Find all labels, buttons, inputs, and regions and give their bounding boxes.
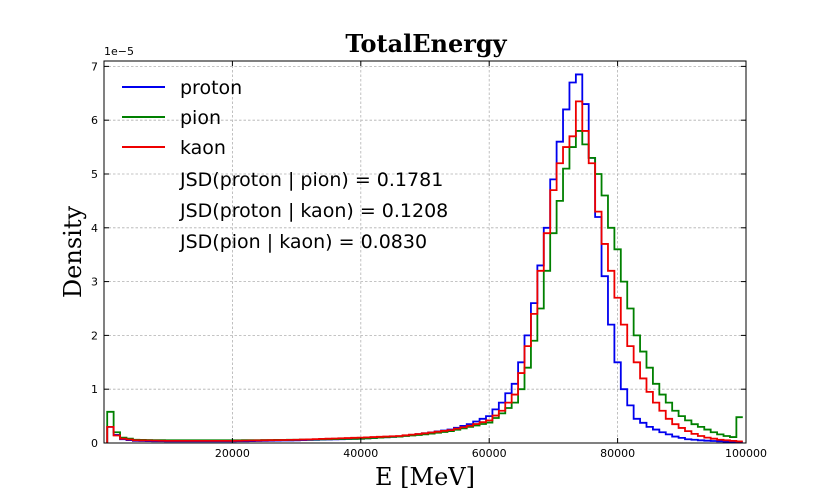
legend: proton pion kaon — [122, 77, 242, 159]
legend-label-pion: pion — [180, 107, 221, 129]
grid-lines — [104, 61, 747, 443]
y-tick-label: 2 — [91, 329, 98, 342]
jsd-annotation: JSD(proton | kaon) = 0.1208 — [179, 200, 448, 222]
series-group — [106, 73, 743, 443]
axis-ticks — [104, 61, 747, 444]
y-tick-label: 7 — [91, 60, 98, 73]
legend-label-proton: proton — [180, 77, 242, 99]
series-kaon-line — [106, 100, 743, 443]
y-tick-label: 0 — [91, 437, 98, 450]
x-tick-label: 20000 — [215, 447, 250, 460]
y-axis-label: Density — [59, 206, 87, 299]
y-tick-label: 1 — [91, 383, 98, 396]
plot-frame — [103, 60, 747, 444]
legend-label-kaon: kaon — [180, 137, 226, 159]
x-tick-label: 80000 — [600, 447, 635, 460]
y-tick-label: 6 — [91, 114, 98, 127]
jsd-annotation: JSD(pion | kaon) = 0.0830 — [179, 231, 427, 253]
y-tick-label: 4 — [91, 222, 98, 235]
y-tick-label: 3 — [91, 276, 98, 289]
tick-labels: 20000 40000 60000 80000 100000 0 1 2 3 4 5 6 7 — [91, 60, 767, 460]
y-tick-label: 5 — [91, 168, 98, 181]
jsd-annotation: JSD(proton | pion) = 0.1781 — [179, 169, 443, 191]
x-axis-label: E [MeV] — [375, 463, 475, 491]
series-proton-line — [106, 73, 743, 443]
x-tick-label: 60000 — [472, 447, 507, 460]
y-scale-exponent-label: 1e−5 — [104, 45, 134, 58]
x-tick-label: 40000 — [343, 447, 378, 460]
chart-title: TotalEnergy — [345, 29, 507, 58]
jsd-annotations: JSD(proton | pion) = 0.1781 JSD(proton | … — [179, 169, 448, 253]
x-tick-label: 100000 — [725, 447, 767, 460]
